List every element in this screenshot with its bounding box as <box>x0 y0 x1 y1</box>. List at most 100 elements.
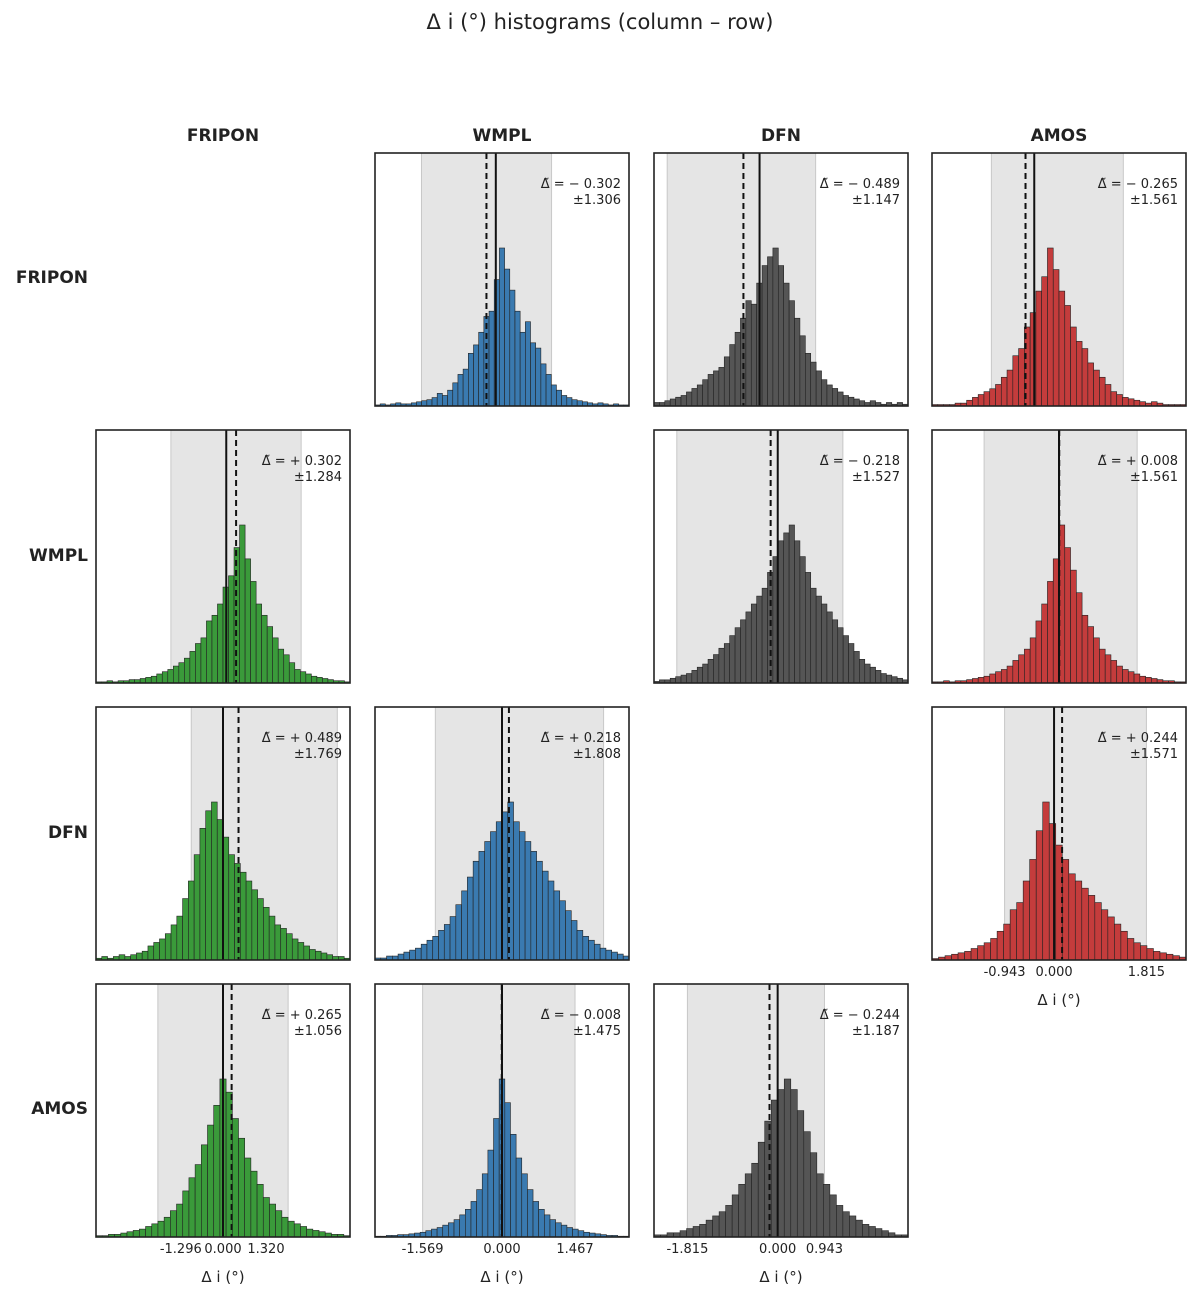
histogram-bar <box>277 648 285 684</box>
histogram-bar <box>1153 951 1161 961</box>
histogram-bar <box>535 347 542 407</box>
histogram-bar <box>832 388 839 407</box>
histogram-bar <box>514 310 521 407</box>
histogram-bar <box>145 1226 153 1238</box>
histogram-bar <box>263 907 270 961</box>
histogram-bar <box>996 930 1004 961</box>
panel-frame <box>374 152 630 407</box>
histogram-bar <box>799 556 806 684</box>
histogram-bar <box>195 643 202 684</box>
histogram-bar <box>686 391 693 407</box>
histogram-bar <box>274 924 282 961</box>
histogram-bar <box>1000 376 1008 407</box>
histogram-bar <box>783 532 790 684</box>
histogram-bar <box>488 310 495 407</box>
histogram-bar <box>723 643 730 684</box>
histogram-bar <box>995 384 1002 407</box>
histogram-bar <box>231 1118 239 1238</box>
spread-label: ±1.187 <box>851 1024 900 1039</box>
histogram-bar <box>679 1230 687 1238</box>
histogram-bar <box>1070 326 1077 407</box>
x-axis-label: Δ i (°) <box>201 1268 245 1286</box>
histogram-bar <box>176 915 183 961</box>
histogram-bar <box>570 920 578 961</box>
histogram-bar <box>810 361 817 407</box>
histogram-panel-fripon-amos: Δ̃ = − 0.265 ±1.561 <box>931 152 1187 407</box>
histogram-bar <box>826 611 833 684</box>
histogram-bar <box>761 587 768 684</box>
panel-frame <box>931 429 1187 684</box>
histogram-bar <box>1035 620 1042 684</box>
histogram-bar <box>832 619 839 684</box>
histogram-bar <box>990 938 998 961</box>
x-tick-label: 1.320 <box>247 1242 285 1257</box>
histogram-bar <box>611 951 618 961</box>
histogram-bar <box>848 396 855 407</box>
histogram-bar <box>415 947 422 961</box>
histogram-bar <box>309 949 316 961</box>
histogram-bar <box>1070 569 1077 684</box>
histogram-bar <box>805 572 812 684</box>
histogram-bar <box>675 676 682 684</box>
histogram-bar <box>875 1228 883 1238</box>
column-header-dfn: DFN <box>761 126 801 146</box>
histogram-bar <box>157 1220 165 1238</box>
histogram-bar <box>188 1177 196 1238</box>
histogram-bar <box>228 575 235 684</box>
histogram-bar <box>487 1149 494 1238</box>
histogram-bar <box>744 1173 752 1238</box>
row-header-wmpl: WMPL <box>29 546 88 566</box>
histogram-bar <box>311 675 318 684</box>
histogram-bar <box>490 831 497 961</box>
histogram-bar <box>842 635 849 684</box>
histogram-bar <box>880 673 887 684</box>
histogram-bar <box>836 1205 844 1238</box>
histogram-bar <box>837 391 844 407</box>
histogram-bar <box>691 388 698 407</box>
histogram-bar <box>305 673 312 684</box>
histogram-bar <box>1024 648 1031 684</box>
histogram-bar <box>524 841 532 961</box>
histogram-bar <box>972 397 979 407</box>
column-header-fripon: FRIPON <box>186 126 260 146</box>
histogram-bar <box>1094 902 1102 961</box>
histogram-bar <box>767 256 774 407</box>
histogram-bar <box>1087 626 1094 684</box>
histogram-bar <box>1016 902 1024 961</box>
histogram-bar <box>1022 880 1030 961</box>
spread-label: ±1.147 <box>851 193 900 208</box>
histogram-bar <box>443 924 451 961</box>
histogram-bar <box>794 540 801 684</box>
histogram-bar <box>499 247 505 407</box>
histogram-bar <box>483 316 490 407</box>
histogram-bar <box>150 675 158 684</box>
histogram-bar <box>1076 341 1083 407</box>
histogram-bar <box>1099 376 1106 407</box>
histogram-bar <box>449 916 457 961</box>
histogram-bar <box>465 1209 472 1238</box>
histogram-bar <box>261 614 268 684</box>
histogram-bar <box>572 1228 579 1238</box>
histogram-bar <box>989 673 996 684</box>
median-label: Δ̃ = + 0.265 <box>261 1008 342 1023</box>
histogram-bar <box>1081 348 1089 407</box>
histogram-bar <box>132 1230 140 1238</box>
median-label: Δ̃ = − 0.265 <box>1097 177 1178 192</box>
histogram-bar <box>566 397 573 407</box>
histogram-bar <box>761 265 768 407</box>
histogram-bar <box>286 933 293 961</box>
histogram-bar <box>532 1201 539 1238</box>
histogram-bar <box>767 572 774 684</box>
histogram-bar <box>1035 830 1044 961</box>
histogram-bar <box>756 595 763 684</box>
histogram-bar <box>1076 592 1083 684</box>
histogram-bar <box>977 394 985 407</box>
histogram-bar <box>156 673 163 684</box>
histogram-bar <box>738 1184 746 1238</box>
median-label: Δ̃ = − 0.489 <box>819 177 900 192</box>
x-tick-label: -1.815 <box>666 1242 709 1257</box>
histogram-bar <box>745 300 752 407</box>
histogram-bar <box>207 1124 215 1238</box>
histogram-bar <box>599 947 607 961</box>
histogram-bar <box>848 643 855 684</box>
